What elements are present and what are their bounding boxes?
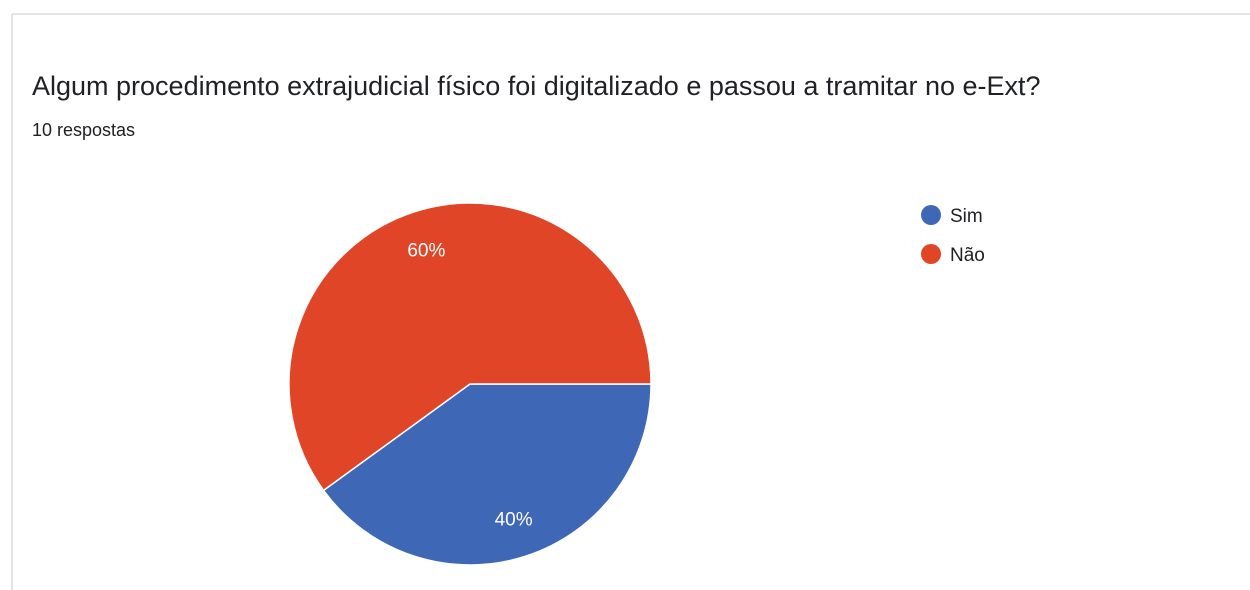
chart-title: Algum procedimento extrajudicial físico …	[32, 71, 1041, 101]
chart-subtitle: 10 respostas	[32, 120, 135, 140]
legend-label: Sim	[950, 206, 983, 227]
legend-label: Não	[950, 245, 985, 266]
pie-slice	[322, 383, 652, 566]
legend-swatch	[921, 205, 941, 225]
pie-slice	[288, 202, 652, 492]
slice-label: 40%	[495, 509, 533, 530]
slice-label: 60%	[407, 241, 445, 262]
legend-swatch	[921, 244, 941, 264]
